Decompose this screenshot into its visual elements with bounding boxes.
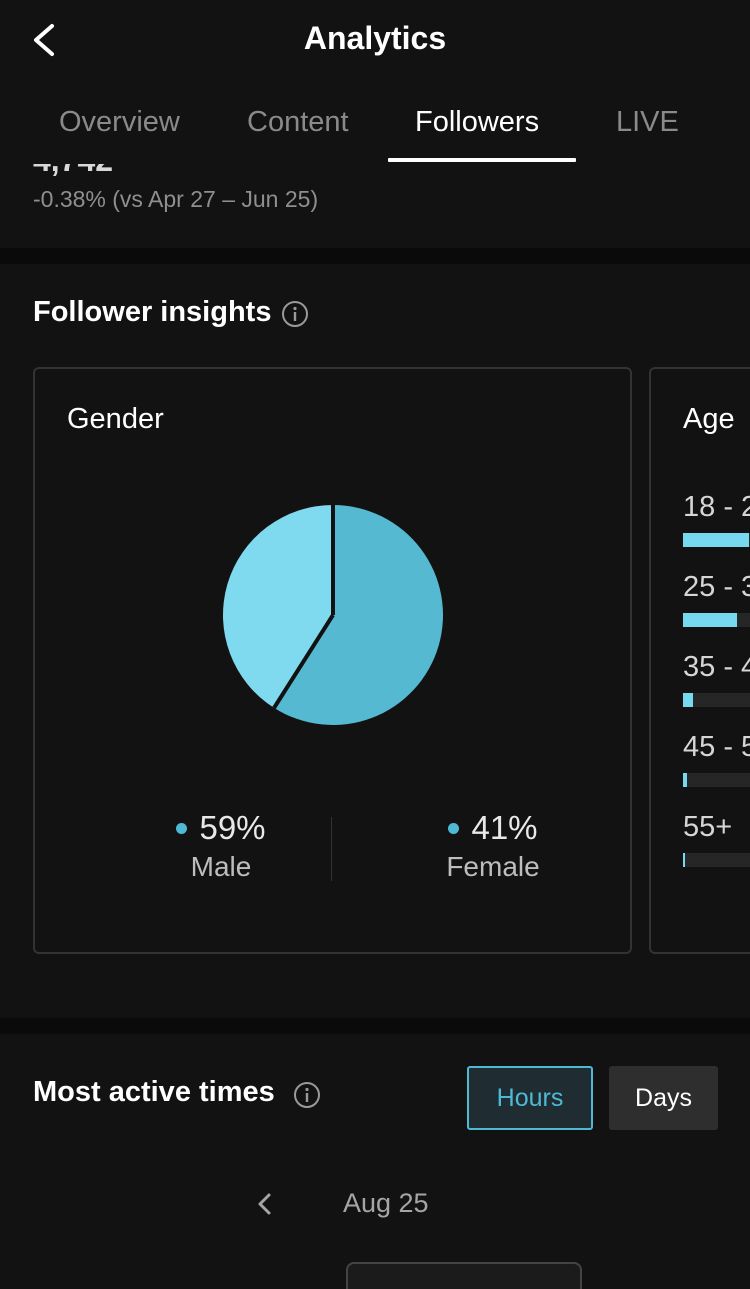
age-bar-fill	[683, 693, 693, 707]
gender-pie-chart	[223, 505, 443, 725]
follower-count: 4,742	[33, 164, 113, 179]
age-card[interactable]: Age 18 - 24 25 - 34 35 - 44 45 - 54 55+	[649, 367, 750, 954]
age-row: 25 - 34	[683, 571, 750, 627]
pie-slice-male	[274, 505, 443, 725]
male-dot-icon	[176, 822, 188, 834]
female-percent: 41%	[471, 809, 538, 846]
days-toggle-button[interactable]: Days	[609, 1066, 718, 1130]
follower-change-comparison: -0.38% (vs Apr 27 – Jun 25)	[33, 186, 319, 212]
tab-followers[interactable]: Followers	[415, 106, 540, 138]
age-bar-fill	[683, 533, 749, 547]
age-bar-track	[683, 773, 750, 787]
age-row: 35 - 44	[683, 651, 750, 707]
tab-content[interactable]: Content	[247, 106, 349, 138]
male-percent: 59%	[199, 809, 266, 846]
header: Analytics	[0, 0, 750, 80]
age-row: 55+	[683, 811, 750, 867]
follower-count-section: 4,742 -0.38% (vs Apr 27 – Jun 25)	[0, 164, 750, 248]
age-bar-track	[683, 533, 750, 547]
gender-card-title: Gender	[67, 403, 164, 435]
age-bar-fill	[683, 613, 737, 627]
page-title: Analytics	[303, 20, 447, 56]
male-label: Male	[190, 851, 252, 882]
age-bar-track	[683, 613, 750, 627]
pie-slice-separator	[272, 613, 335, 709]
age-row: 45 - 54	[683, 731, 750, 787]
female-label: Female	[446, 851, 540, 882]
legend-divider	[331, 817, 332, 881]
back-arrow-icon[interactable]	[28, 20, 64, 60]
section-divider	[0, 248, 750, 264]
section-divider	[0, 1018, 750, 1034]
age-bar-track	[683, 853, 750, 867]
age-group-label: 35 - 44	[683, 651, 750, 683]
age-group-label: 45 - 54	[683, 731, 750, 763]
tab-live[interactable]: LIVE	[616, 106, 679, 138]
age-group-label: 55+	[683, 811, 733, 843]
active-times-chart-tooltip	[346, 1262, 582, 1289]
age-card-title: Age	[683, 403, 735, 435]
tab-overview[interactable]: Overview	[59, 106, 180, 138]
female-dot-icon	[448, 822, 460, 834]
gender-card[interactable]: Gender 59% Male 41% Female	[33, 367, 632, 954]
legend-female: 41% Female	[393, 809, 593, 883]
age-bar-track	[683, 693, 750, 707]
age-bar-fill	[683, 853, 686, 867]
info-icon[interactable]	[293, 1081, 321, 1109]
follower-insights-title: Follower insights	[33, 296, 272, 328]
age-group-label: 25 - 34	[683, 571, 750, 603]
chevron-left-icon[interactable]	[250, 1186, 280, 1222]
legend-male: 59% Male	[121, 809, 321, 883]
selected-date: Aug 25	[343, 1188, 429, 1218]
age-bar-fill	[683, 773, 687, 787]
age-group-label: 18 - 24	[683, 491, 750, 523]
hours-toggle-button[interactable]: Hours	[467, 1066, 593, 1130]
active-tab-indicator	[388, 158, 576, 162]
info-icon[interactable]	[281, 300, 309, 328]
most-active-times-title: Most active times	[33, 1076, 275, 1108]
age-row: 18 - 24	[683, 491, 750, 547]
tab-bar: Overview Content Followers LIVE	[0, 88, 750, 164]
